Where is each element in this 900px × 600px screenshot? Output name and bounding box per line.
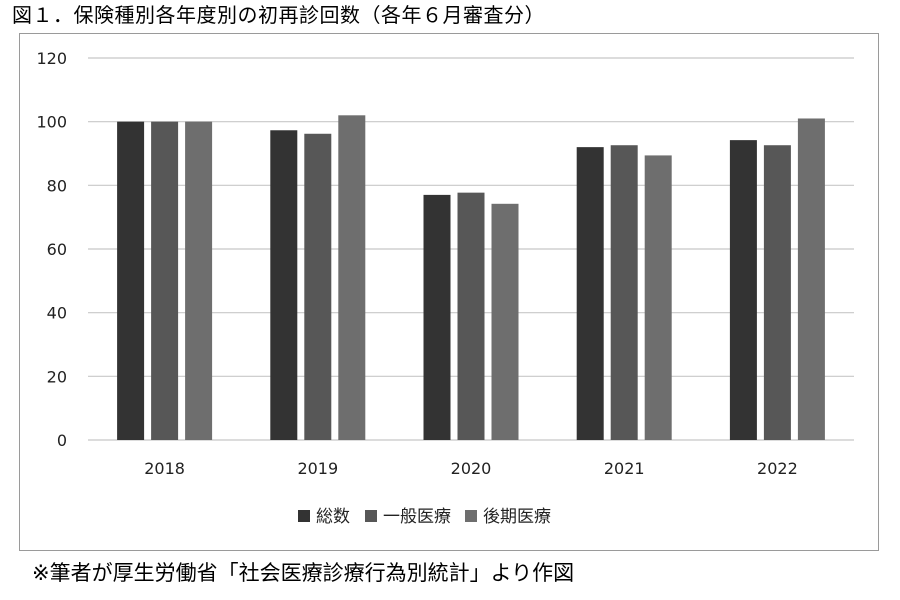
y-tick-label: 80 bbox=[47, 176, 67, 195]
legend-swatch bbox=[298, 510, 310, 522]
bar-2018-後期医療 bbox=[185, 121, 213, 441]
x-tick-label: 2018 bbox=[144, 459, 185, 478]
legend-swatch bbox=[365, 510, 377, 522]
bar-2022-一般医療 bbox=[763, 145, 791, 440]
bar-2019-後期医療 bbox=[338, 115, 366, 441]
x-tick-label: 2019 bbox=[297, 459, 338, 478]
bar-2019-総数 bbox=[270, 130, 298, 440]
legend-label: 総数 bbox=[316, 507, 350, 527]
x-tick-label: 2022 bbox=[757, 459, 798, 478]
y-tick-label: 60 bbox=[47, 240, 67, 259]
y-tick-label: 20 bbox=[47, 367, 67, 386]
legend-label: 一般医療 bbox=[383, 507, 451, 527]
bar-2018-総数 bbox=[117, 121, 145, 441]
gridlines bbox=[88, 57, 854, 441]
y-axis-tick-labels: 0 20 40 60 80 100 120 bbox=[36, 49, 67, 450]
legend-label: 後期医療 bbox=[483, 507, 551, 527]
y-tick-label: 40 bbox=[47, 304, 67, 323]
legend: 総数 一般医療 後期医療 bbox=[298, 507, 551, 527]
x-axis-tick-labels: 2018 2019 2020 2021 2022 bbox=[144, 459, 798, 478]
x-tick-label: 2020 bbox=[451, 459, 492, 478]
bar-2021-総数 bbox=[576, 147, 604, 440]
y-tick-label: 120 bbox=[36, 49, 67, 68]
bar-2019-一般医療 bbox=[304, 133, 332, 440]
figure-title: 図１．保険種別各年度別の初再診回数（各年６月審査分） bbox=[12, 3, 545, 27]
bar-2018-一般医療 bbox=[151, 121, 179, 441]
bar-chart: 0 20 40 60 80 100 120 2018 2019 2020 2021 2022 総数 一… bbox=[36, 49, 854, 527]
legend-swatch bbox=[465, 510, 477, 522]
y-tick-label: 100 bbox=[36, 113, 67, 132]
bars bbox=[117, 115, 825, 441]
bar-2021-後期医療 bbox=[644, 155, 672, 440]
bar-2022-総数 bbox=[729, 140, 757, 440]
source-note: ※筆者が厚生労働省「社会医療診療行為別統計」より作図 bbox=[32, 561, 575, 585]
bar-2021-一般医療 bbox=[610, 145, 638, 440]
bar-2020-総数 bbox=[423, 194, 451, 440]
bar-2022-後期医療 bbox=[797, 118, 825, 440]
y-tick-label: 0 bbox=[57, 431, 67, 450]
bar-2020-後期医療 bbox=[491, 203, 519, 440]
x-tick-label: 2021 bbox=[604, 459, 645, 478]
bar-2020-一般医療 bbox=[457, 192, 485, 440]
